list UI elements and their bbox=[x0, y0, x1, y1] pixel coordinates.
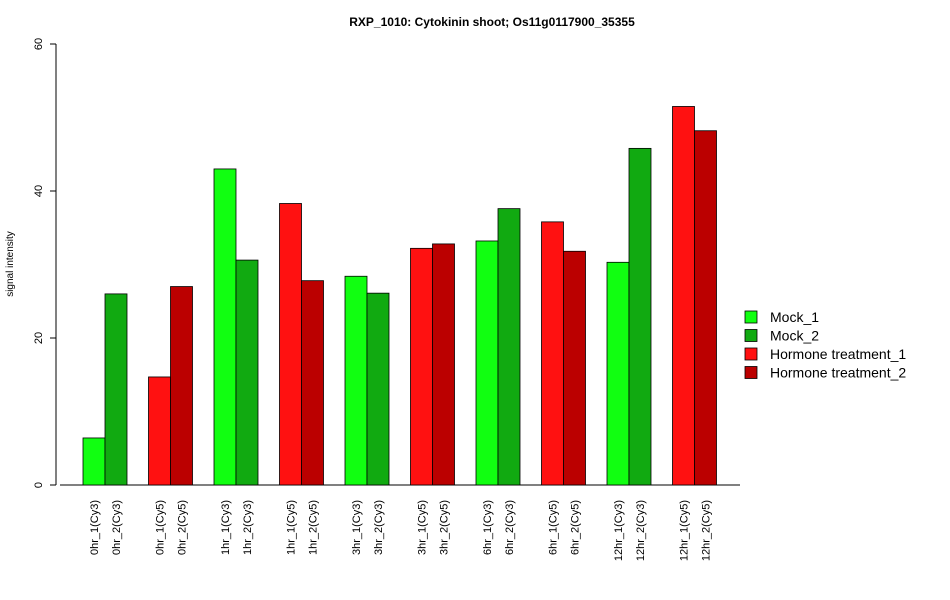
x-tick-label: 3hr_2(Cy5) bbox=[439, 500, 451, 555]
x-tick-label: 6hr_2(Cy3) bbox=[504, 500, 516, 555]
x-tick-label: 6hr_1(Cy3) bbox=[482, 500, 494, 555]
bar bbox=[694, 130, 717, 486]
legend: Mock_1 Mock_2 Hormone treatment_1 Hormone t… bbox=[744, 309, 906, 381]
x-tick-label: 1hr_1(Cy5) bbox=[286, 500, 298, 555]
x-tick-label: 12hr_1(Cy3) bbox=[613, 500, 625, 561]
x-tick-label: 0hr_1(Cy3) bbox=[89, 500, 101, 555]
x-tick-label: 1hr_1(Cy3) bbox=[220, 500, 232, 555]
y-tick-label: 20 bbox=[33, 332, 45, 344]
bar bbox=[432, 243, 455, 486]
x-tick-label: 3hr_1(Cy5) bbox=[417, 500, 429, 555]
legend-swatch bbox=[744, 329, 758, 342]
x-tick-label: 0hr_2(Cy3) bbox=[111, 500, 123, 555]
x-tick-label: 6hr_2(Cy5) bbox=[570, 500, 582, 555]
bar bbox=[475, 240, 499, 486]
y-axis-label: signal intensity bbox=[5, 231, 16, 297]
legend-swatch bbox=[744, 366, 758, 379]
x-tick-label: 6hr_1(Cy5) bbox=[548, 500, 560, 555]
bar bbox=[82, 437, 106, 486]
x-tick-label: 12hr_2(Cy5) bbox=[701, 500, 713, 561]
bar bbox=[497, 208, 521, 486]
legend-swatch bbox=[744, 310, 758, 324]
legend-label: Mock_1 bbox=[770, 309, 819, 325]
bar bbox=[541, 221, 564, 486]
bar bbox=[628, 147, 652, 486]
bars bbox=[82, 106, 717, 486]
y-tick-label: 60 bbox=[33, 38, 45, 50]
bar bbox=[213, 168, 237, 486]
x-tick-label: 0hr_2(Cy5) bbox=[177, 500, 189, 555]
y-tick-label: 40 bbox=[33, 185, 45, 197]
bar bbox=[279, 203, 302, 486]
y-tick-label: 0 bbox=[33, 482, 45, 488]
x-tick-label: 3hr_1(Cy3) bbox=[351, 500, 363, 555]
bar bbox=[170, 286, 193, 486]
bar bbox=[104, 293, 128, 486]
bar bbox=[148, 376, 171, 486]
x-tick-label: 12hr_1(Cy5) bbox=[679, 500, 691, 561]
x-tick-label: 0hr_1(Cy5) bbox=[155, 500, 167, 555]
legend-swatch bbox=[744, 347, 758, 361]
bar bbox=[344, 275, 368, 486]
bar bbox=[366, 292, 390, 486]
x-tick-label: 1hr_2(Cy5) bbox=[308, 500, 320, 555]
category-labels: 0hr_1(Cy3) 0hr_2(Cy3) 0hr_1(Cy5) 0hr_2(Cy5)… bbox=[89, 500, 713, 561]
x-tick-label: 12hr_2(Cy3) bbox=[635, 500, 647, 561]
bar bbox=[606, 261, 630, 486]
legend-label: Hormone treatment_2 bbox=[770, 365, 906, 381]
bar bbox=[410, 247, 433, 486]
legend-label: Hormone treatment_1 bbox=[770, 346, 906, 362]
bar bbox=[235, 259, 259, 486]
bar bbox=[563, 250, 586, 486]
legend-label: Mock_2 bbox=[770, 328, 819, 344]
chart-title: RXP_1010: Cytokinin shoot; Os11g0117900_… bbox=[349, 15, 635, 29]
bar bbox=[672, 106, 695, 486]
bar bbox=[301, 280, 324, 486]
y-axis: 0 20 40 60 bbox=[33, 38, 57, 488]
x-tick-label: 3hr_2(Cy3) bbox=[373, 500, 385, 555]
x-tick-label: 1hr_2(Cy3) bbox=[242, 500, 254, 555]
